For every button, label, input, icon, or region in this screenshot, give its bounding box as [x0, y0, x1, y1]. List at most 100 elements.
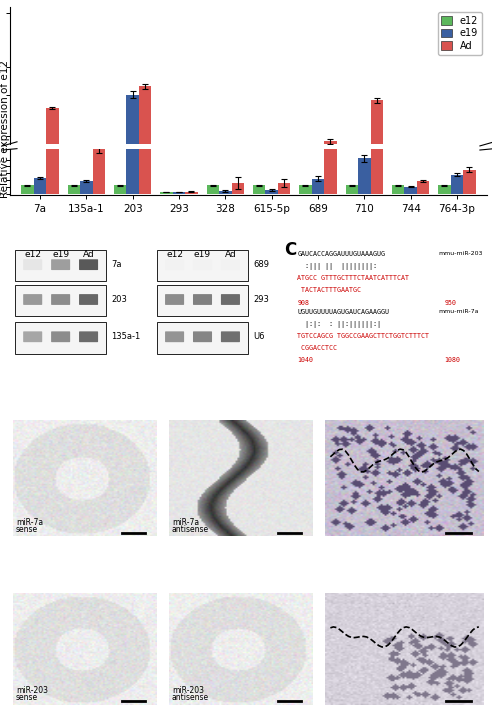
FancyBboxPatch shape — [193, 294, 212, 305]
Bar — [417, 172, 430, 176]
FancyBboxPatch shape — [193, 259, 212, 270]
FancyBboxPatch shape — [23, 259, 42, 270]
Bar — [312, 171, 324, 176]
FancyBboxPatch shape — [165, 259, 184, 270]
Text: :||| ||  ||||||||:: :||| || ||||||||: — [298, 263, 377, 271]
Bar — [139, 0, 152, 193]
Text: antisense: antisense — [172, 693, 209, 702]
Text: TACTACTTTGAATGC: TACTACTTTGAATGC — [298, 288, 362, 293]
Bar — [33, 178, 46, 193]
Bar — [67, 186, 80, 193]
Bar — [126, 95, 139, 176]
Bar — [185, 191, 198, 193]
Bar — [15, 322, 106, 353]
Bar — [299, 186, 312, 193]
Text: antisense: antisense — [172, 525, 209, 534]
FancyBboxPatch shape — [79, 259, 98, 270]
Bar — [370, 100, 383, 176]
FancyBboxPatch shape — [79, 331, 98, 342]
Bar — [157, 285, 248, 316]
Bar — [92, 159, 105, 176]
Text: miR-7a: miR-7a — [16, 518, 43, 527]
Text: mmu-miR-203: mmu-miR-203 — [439, 251, 483, 256]
Bar — [438, 174, 451, 176]
Bar — [219, 191, 232, 193]
Bar — [265, 190, 278, 193]
Bar — [207, 174, 219, 176]
Bar — [157, 250, 248, 281]
Bar — [438, 186, 451, 193]
Text: miR-203: miR-203 — [16, 686, 48, 695]
Text: ATGCC GTTTGCTTTCTAATCATTTCAT: ATGCC GTTTGCTTTCTAATCATTTCAT — [298, 276, 409, 281]
Text: GAUCACCAGGAUUUGUAAAGUG: GAUCACCAGGAUUUGUAAAGUG — [298, 251, 385, 258]
Bar — [253, 174, 265, 176]
FancyBboxPatch shape — [51, 331, 70, 342]
Bar — [33, 171, 46, 176]
Text: e12: e12 — [24, 250, 41, 259]
Text: Ad: Ad — [83, 250, 94, 259]
Bar — [114, 174, 126, 176]
Bar — [173, 192, 185, 193]
Text: U6: U6 — [253, 332, 265, 341]
Bar — [21, 174, 33, 176]
Bar — [114, 186, 126, 193]
Bar — [324, 141, 337, 176]
Text: 293: 293 — [253, 295, 269, 304]
Bar — [232, 183, 244, 193]
Bar — [46, 24, 59, 193]
FancyBboxPatch shape — [221, 294, 240, 305]
Text: CGGACCTCC: CGGACCTCC — [298, 345, 338, 351]
Bar — [21, 186, 33, 193]
Bar — [278, 183, 290, 193]
FancyBboxPatch shape — [51, 294, 70, 305]
Text: UGUUGUUUUAGUGAUCAGAAGGU: UGUUGUUUUAGUGAUCAGAAGGU — [298, 309, 390, 315]
Bar — [404, 187, 417, 193]
Bar — [463, 170, 476, 193]
Bar — [160, 192, 173, 193]
Bar — [451, 169, 463, 176]
Bar — [370, 3, 383, 193]
Text: e19: e19 — [52, 250, 69, 259]
FancyBboxPatch shape — [23, 294, 42, 305]
Bar — [80, 172, 92, 176]
Text: miR-203: miR-203 — [172, 686, 204, 695]
Text: 1080: 1080 — [444, 357, 461, 363]
Bar — [451, 174, 463, 193]
Bar — [157, 322, 248, 353]
Text: miR-7a: miR-7a — [172, 518, 199, 527]
Text: 1040: 1040 — [298, 357, 313, 363]
FancyBboxPatch shape — [193, 331, 212, 342]
FancyBboxPatch shape — [165, 294, 184, 305]
Text: 135a-1: 135a-1 — [111, 332, 141, 341]
Text: 908: 908 — [298, 299, 309, 306]
Bar — [299, 174, 312, 176]
FancyBboxPatch shape — [23, 331, 42, 342]
Text: Relative expression of e12: Relative expression of e12 — [0, 59, 10, 198]
FancyBboxPatch shape — [51, 259, 70, 270]
Bar — [312, 178, 324, 193]
Bar — [15, 250, 106, 281]
Bar — [126, 0, 139, 193]
Text: e19: e19 — [194, 250, 211, 259]
Text: C: C — [284, 241, 296, 258]
Text: TGTCCAGCG TGGCCGAAGCTTCTGGTCTTTCT: TGTCCAGCG TGGCCGAAGCTTCTGGTCTTTCT — [298, 333, 430, 339]
Bar — [392, 186, 404, 193]
Text: 7a: 7a — [111, 260, 122, 269]
Text: mmu-miR-7a: mmu-miR-7a — [439, 309, 479, 314]
Bar — [80, 181, 92, 193]
Bar — [392, 174, 404, 176]
Bar — [92, 149, 105, 193]
Text: 203: 203 — [111, 295, 127, 304]
Bar — [278, 173, 290, 176]
FancyBboxPatch shape — [221, 259, 240, 270]
Bar — [253, 186, 265, 193]
Text: |:|:  : ||:||||||:|: |:|: : ||:||||||:| — [298, 321, 381, 328]
Bar — [358, 159, 370, 193]
Bar — [232, 173, 244, 176]
Bar — [15, 285, 106, 316]
Bar — [324, 105, 337, 193]
Text: 950: 950 — [444, 299, 457, 306]
Text: sense: sense — [16, 525, 38, 534]
Bar — [139, 86, 152, 176]
Legend: e12, e19, Ad: e12, e19, Ad — [437, 12, 482, 55]
